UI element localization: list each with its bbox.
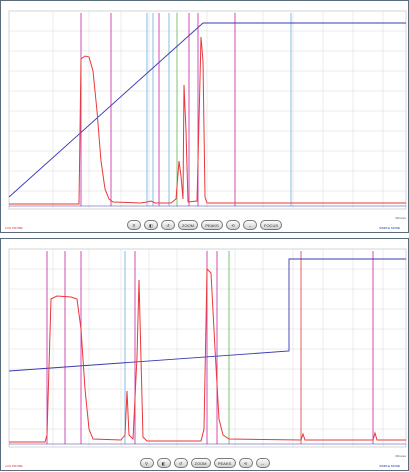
search-button[interactable]: ⚲ xyxy=(127,220,141,230)
pan-button[interactable]: ↔ xyxy=(243,220,257,230)
focus-button[interactable]: FOCUS xyxy=(260,220,282,230)
footer-left-label: LOG PROBE xyxy=(5,226,23,230)
gradient-line xyxy=(8,258,406,372)
chart-toolbar: ⚲ ◧ ↺ ZOOM PEAKS ⟲ ↔ xyxy=(1,458,408,468)
axis-unit-label: Minutes xyxy=(395,216,406,220)
chromatogram-plot-top xyxy=(8,10,407,210)
peaks-button[interactable]: PEAKS xyxy=(213,458,236,468)
event-markers xyxy=(80,13,292,206)
reset-button[interactable]: ↺ xyxy=(173,458,188,468)
reset-button[interactable]: ↺ xyxy=(161,220,175,230)
footer-right-label: SIMPLE MODE xyxy=(379,226,400,230)
undo-button[interactable]: ⟲ xyxy=(226,220,240,230)
undo-button[interactable]: ⟲ xyxy=(238,458,253,468)
zoom-button[interactable]: ZOOM xyxy=(190,458,211,468)
chromatogram-panel-bottom: Minutes LOG PROBE ⚲ ◧ ↺ ZOOM PEAKS ⟲ ↔ S… xyxy=(0,238,409,471)
signal-trace xyxy=(9,267,406,443)
chromatogram-panel-top: Minutes LOG PROBE ⚲ ◧ ↺ ZOOM PEAKS ⟲ ↔ F… xyxy=(0,0,409,233)
view-button[interactable]: ◧ xyxy=(156,458,171,468)
peaks-button[interactable]: PEAKS xyxy=(201,220,223,230)
footer-right-label: SIMPLE MODE xyxy=(379,464,400,468)
pan-button[interactable]: ↔ xyxy=(255,458,270,468)
chart-toolbar: ⚲ ◧ ↺ ZOOM PEAKS ⟲ ↔ FOCUS xyxy=(1,220,408,230)
view-button[interactable]: ◧ xyxy=(144,220,158,230)
footer-left-label: LOG PROBE xyxy=(5,464,23,468)
plot-area xyxy=(8,10,407,210)
search-button[interactable]: ⚲ xyxy=(139,458,154,468)
gradient-line xyxy=(8,22,406,198)
event-markers xyxy=(46,251,374,444)
axis-unit-label: Minutes xyxy=(395,454,406,458)
chromatogram-plot-bottom xyxy=(8,248,407,448)
signal-trace xyxy=(9,36,406,205)
zoom-button[interactable]: ZOOM xyxy=(178,220,198,230)
